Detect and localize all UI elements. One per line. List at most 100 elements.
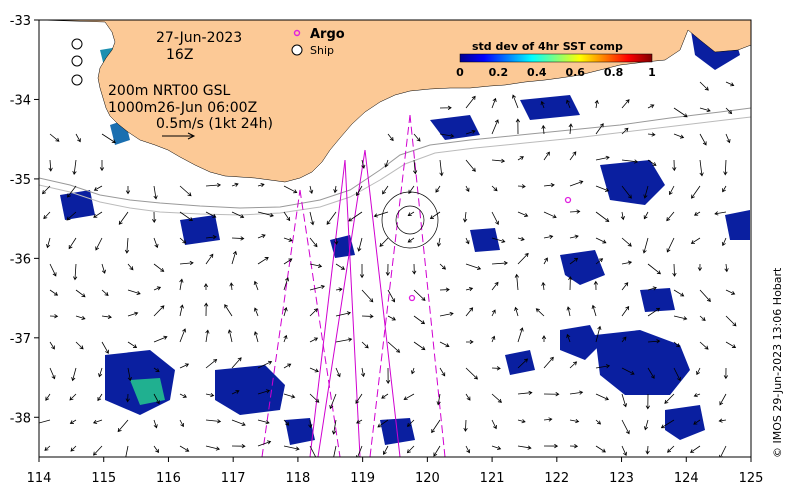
current-arrow: [517, 390, 533, 395]
current-arrow: [153, 419, 158, 429]
current-arrow: [647, 367, 655, 379]
current-arrow: [436, 393, 441, 406]
current-arrow: [49, 314, 59, 319]
current-arrow: [699, 289, 711, 303]
ship-markers: [71, 38, 83, 86]
current-arrow: [673, 315, 688, 321]
current-arrow: [381, 393, 389, 399]
current-arrow: [535, 308, 545, 317]
current-arrow: [309, 445, 318, 457]
lon-tick-label: 125: [739, 471, 764, 486]
lon-tick-label: 120: [415, 471, 440, 486]
current-arrow: [283, 419, 290, 426]
current-arrow: [620, 211, 625, 221]
current-arrow: [673, 367, 681, 382]
current-arrow: [647, 339, 661, 344]
map-frame: [38, 19, 752, 458]
current-arrow: [75, 289, 86, 298]
current-arrow: [227, 329, 233, 343]
current-arrow: [93, 445, 103, 456]
current-arrow: [491, 119, 499, 135]
current-arrow: [595, 211, 610, 222]
current-arrow: [72, 159, 77, 176]
current-arrow: [356, 445, 363, 457]
current-arrow: [569, 209, 581, 214]
current-arrow: [593, 280, 598, 291]
current-arrow: [439, 159, 444, 177]
current-arrow: [75, 315, 86, 320]
current-arrow: [491, 185, 498, 192]
current-arrow: [439, 263, 447, 270]
current-arrow: [621, 260, 633, 265]
current-arrow: [382, 185, 389, 195]
current-arrow: [697, 263, 703, 272]
current-arrow: [205, 419, 222, 424]
current-arrow: [439, 341, 450, 348]
current-arrow: [693, 419, 701, 425]
current-arrow: [44, 445, 51, 451]
current-arrow: [73, 263, 78, 281]
current-arrow: [591, 304, 597, 317]
current-arrow: [514, 273, 519, 291]
current-arrow: [465, 95, 476, 109]
current-arrow: [361, 159, 366, 169]
current-arrow: [97, 393, 103, 402]
lon-tick-label: 121: [480, 471, 505, 486]
argo-float: [564, 196, 572, 204]
current-arrow: [491, 445, 502, 451]
current-arrow: [408, 185, 415, 194]
current-arrow: [283, 307, 288, 317]
current-arrow: [335, 311, 352, 317]
current-arrow: [491, 419, 497, 430]
current-arrow: [514, 306, 519, 317]
current-arrow: [361, 341, 369, 349]
current-arrow: [231, 444, 246, 449]
colorbar-tick-label: 0.8: [604, 66, 624, 79]
colorbar-tick-label: 0.4: [527, 66, 547, 79]
current-arrow: [566, 333, 571, 343]
current-arrows: [39, 81, 737, 457]
current-arrow: [725, 81, 735, 87]
current-arrow: [699, 159, 704, 177]
current-arrow: [127, 341, 138, 349]
current-arrow: [725, 341, 737, 348]
current-arrow: [75, 133, 81, 143]
latitude-axis: -33 -34 -35 -36 -37 -38: [10, 14, 39, 426]
current-arrow: [699, 107, 711, 113]
current-arrow: [203, 283, 209, 291]
current-arrow: [329, 393, 337, 410]
current-arrow: [722, 185, 727, 193]
current-arrow: [719, 393, 727, 406]
current-arrow: [439, 133, 455, 138]
current-arrow: [127, 367, 132, 382]
current-arrow: [283, 211, 291, 222]
current-arrow: [257, 360, 273, 369]
current-arrow: [595, 325, 602, 343]
current-arrow: [491, 158, 506, 164]
current-arrow: [439, 287, 450, 292]
current-arrow: [379, 237, 389, 247]
argo-float: [408, 294, 416, 302]
current-arrow: [433, 445, 441, 457]
current-arrow: [49, 263, 57, 277]
contour-1000m: [39, 116, 751, 216]
current-arrow: [309, 393, 320, 403]
current-arrow: [491, 281, 499, 291]
current-arrow: [569, 390, 584, 395]
current-arrow: [360, 367, 366, 378]
current-arrow: [595, 445, 606, 453]
current-arrow: [335, 337, 353, 343]
scale-arrow: [162, 132, 196, 140]
contour-200m: [39, 107, 751, 209]
current-arrow: [257, 211, 274, 218]
current-arrow: [666, 211, 675, 222]
current-arrow: [205, 445, 221, 451]
current-arrow: [127, 263, 134, 271]
current-arrow: [647, 132, 656, 137]
current-arrow: [723, 367, 729, 380]
current-arrow: [512, 94, 519, 109]
current-arrow: [231, 236, 245, 241]
current-arrow: [621, 445, 627, 457]
current-arrow: [491, 211, 499, 225]
current-arrow: [308, 419, 313, 429]
